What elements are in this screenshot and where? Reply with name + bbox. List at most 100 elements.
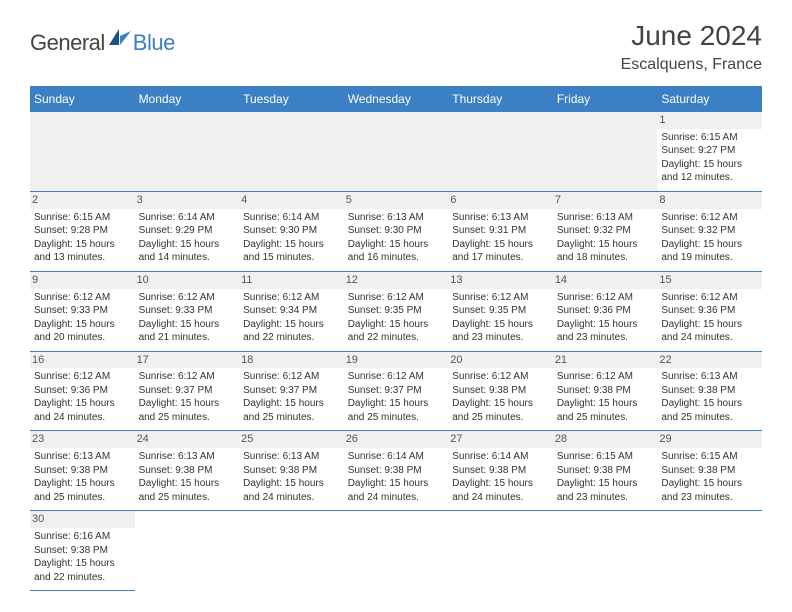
day-sunrise: Sunrise: 6:12 AM <box>557 291 654 305</box>
day-daylight: Daylight: 15 hours and 23 minutes. <box>557 477 654 504</box>
day-sunrise: Sunrise: 6:13 AM <box>348 211 445 225</box>
day-sunset: Sunset: 9:36 PM <box>557 304 654 318</box>
day-sunrise: Sunrise: 6:13 AM <box>557 211 654 225</box>
day-daylight: Daylight: 15 hours and 20 minutes. <box>34 318 131 345</box>
day-sunset: Sunset: 9:29 PM <box>139 224 236 238</box>
calendar-week-row: 2Sunrise: 6:15 AMSunset: 9:28 PMDaylight… <box>30 191 762 271</box>
calendar-cell: 12Sunrise: 6:12 AMSunset: 9:35 PMDayligh… <box>344 271 449 351</box>
day-sunset: Sunset: 9:30 PM <box>348 224 445 238</box>
calendar-cell: 17Sunrise: 6:12 AMSunset: 9:37 PMDayligh… <box>135 351 240 431</box>
day-number: 8 <box>657 192 762 209</box>
day-sunrise: Sunrise: 6:16 AM <box>34 530 131 544</box>
day-sunrise: Sunrise: 6:12 AM <box>139 291 236 305</box>
calendar-cell: 16Sunrise: 6:12 AMSunset: 9:36 PMDayligh… <box>30 351 135 431</box>
day-sunset: Sunset: 9:33 PM <box>34 304 131 318</box>
day-number: 28 <box>553 431 658 448</box>
day-daylight: Daylight: 15 hours and 14 minutes. <box>139 238 236 265</box>
day-number: 13 <box>448 272 553 289</box>
day-number: 23 <box>30 431 135 448</box>
day-daylight: Daylight: 15 hours and 18 minutes. <box>557 238 654 265</box>
calendar-cell: 8 Sunrise: 6:12 AMSunset: 9:32 PMDaylight… <box>657 191 762 271</box>
day-header: Wednesday <box>344 86 449 112</box>
day-daylight: Daylight: 15 hours and 12 minutes. <box>661 158 758 185</box>
day-number: 19 <box>344 352 449 369</box>
day-daylight: Daylight: 15 hours and 25 minutes. <box>557 397 654 424</box>
logo: General Blue <box>30 30 175 56</box>
day-number: 12 <box>344 272 449 289</box>
day-sunrise: Sunrise: 6:15 AM <box>557 450 654 464</box>
calendar-cell: 9Sunrise: 6:12 AMSunset: 9:33 PMDaylight… <box>30 271 135 351</box>
day-number: 18 <box>239 352 344 369</box>
day-daylight: Daylight: 15 hours and 19 minutes. <box>661 238 758 265</box>
day-sunset: Sunset: 9:34 PM <box>243 304 340 318</box>
calendar-cell <box>135 112 240 191</box>
day-sunrise: Sunrise: 6:13 AM <box>452 211 549 225</box>
day-number: 30 <box>30 511 135 528</box>
day-daylight: Daylight: 15 hours and 24 minutes. <box>661 318 758 345</box>
day-header: Tuesday <box>239 86 344 112</box>
day-daylight: Daylight: 15 hours and 13 minutes. <box>34 238 131 265</box>
day-number: 10 <box>135 272 240 289</box>
day-daylight: Daylight: 15 hours and 25 minutes. <box>243 397 340 424</box>
day-sunset: Sunset: 9:33 PM <box>139 304 236 318</box>
calendar-cell: 4Sunrise: 6:14 AMSunset: 9:30 PMDaylight… <box>239 191 344 271</box>
day-sunrise: Sunrise: 6:12 AM <box>348 370 445 384</box>
calendar-cell: 18Sunrise: 6:12 AMSunset: 9:37 PMDayligh… <box>239 351 344 431</box>
day-daylight: Daylight: 15 hours and 25 minutes. <box>661 397 758 424</box>
calendar-week-row: 30Sunrise: 6:16 AMSunset: 9:38 PMDayligh… <box>30 511 762 591</box>
logo-sail-icon <box>109 29 131 45</box>
day-sunset: Sunset: 9:28 PM <box>34 224 131 238</box>
month-title: June 2024 <box>621 20 762 52</box>
day-number: 29 <box>657 431 762 448</box>
calendar-week-row: 1Sunrise: 6:15 AMSunset: 9:27 PMDaylight… <box>30 112 762 191</box>
title-block: June 2024 Escalquens, France <box>621 20 762 74</box>
day-number: 27 <box>448 431 553 448</box>
day-sunrise: Sunrise: 6:13 AM <box>34 450 131 464</box>
calendar-cell: 10 Sunrise: 6:12 AMSunset: 9:33 PMDayligh… <box>135 271 240 351</box>
calendar-cell: 24Sunrise: 6:13 AMSunset: 9:38 PMDayligh… <box>135 431 240 511</box>
calendar-cell: 1Sunrise: 6:15 AMSunset: 9:27 PMDaylight… <box>657 112 762 191</box>
day-sunset: Sunset: 9:31 PM <box>452 224 549 238</box>
day-sunset: Sunset: 9:38 PM <box>557 464 654 478</box>
day-sunrise: Sunrise: 6:13 AM <box>243 450 340 464</box>
day-number: 5 <box>344 192 449 209</box>
day-sunset: Sunset: 9:37 PM <box>348 384 445 398</box>
day-sunrise: Sunrise: 6:12 AM <box>348 291 445 305</box>
calendar-cell: 27Sunrise: 6:14 AMSunset: 9:38 PMDayligh… <box>448 431 553 511</box>
calendar-table: SundayMondayTuesdayWednesdayThursdayFrid… <box>30 86 762 591</box>
day-sunrise: Sunrise: 6:12 AM <box>661 211 758 225</box>
day-number: 6 <box>448 192 553 209</box>
logo-text-blue: Blue <box>133 30 175 56</box>
day-number: 20 <box>448 352 553 369</box>
day-daylight: Daylight: 15 hours and 25 minutes. <box>452 397 549 424</box>
day-daylight: Daylight: 15 hours and 24 minutes. <box>34 397 131 424</box>
day-daylight: Daylight: 15 hours and 24 minutes. <box>348 477 445 504</box>
calendar-cell: 11Sunrise: 6:12 AMSunset: 9:34 PMDayligh… <box>239 271 344 351</box>
calendar-cell <box>657 511 762 591</box>
day-daylight: Daylight: 15 hours and 23 minutes. <box>452 318 549 345</box>
day-daylight: Daylight: 15 hours and 17 minutes. <box>452 238 549 265</box>
day-daylight: Daylight: 15 hours and 15 minutes. <box>243 238 340 265</box>
day-sunset: Sunset: 9:32 PM <box>661 224 758 238</box>
day-number: 2 <box>30 192 135 209</box>
calendar-cell <box>553 112 658 191</box>
day-sunset: Sunset: 9:38 PM <box>452 384 549 398</box>
day-daylight: Daylight: 15 hours and 25 minutes. <box>348 397 445 424</box>
calendar-cell: 23Sunrise: 6:13 AMSunset: 9:38 PMDayligh… <box>30 431 135 511</box>
day-number: 22 <box>657 352 762 369</box>
day-sunset: Sunset: 9:37 PM <box>139 384 236 398</box>
day-sunset: Sunset: 9:38 PM <box>34 544 131 558</box>
header: General Blue June 2024 Escalquens, Franc… <box>30 20 762 74</box>
calendar-cell: 30Sunrise: 6:16 AMSunset: 9:38 PMDayligh… <box>30 511 135 591</box>
day-sunset: Sunset: 9:35 PM <box>452 304 549 318</box>
calendar-cell: 25Sunrise: 6:13 AMSunset: 9:38 PMDayligh… <box>239 431 344 511</box>
calendar-cell: 22Sunrise: 6:13 AMSunset: 9:38 PMDayligh… <box>657 351 762 431</box>
day-sunrise: Sunrise: 6:15 AM <box>661 131 758 145</box>
day-sunset: Sunset: 9:30 PM <box>243 224 340 238</box>
day-sunrise: Sunrise: 6:14 AM <box>243 211 340 225</box>
calendar-week-row: 16Sunrise: 6:12 AMSunset: 9:36 PMDayligh… <box>30 351 762 431</box>
day-sunrise: Sunrise: 6:15 AM <box>34 211 131 225</box>
calendar-cell: 5Sunrise: 6:13 AMSunset: 9:30 PMDaylight… <box>344 191 449 271</box>
day-sunrise: Sunrise: 6:12 AM <box>452 370 549 384</box>
day-daylight: Daylight: 15 hours and 21 minutes. <box>139 318 236 345</box>
